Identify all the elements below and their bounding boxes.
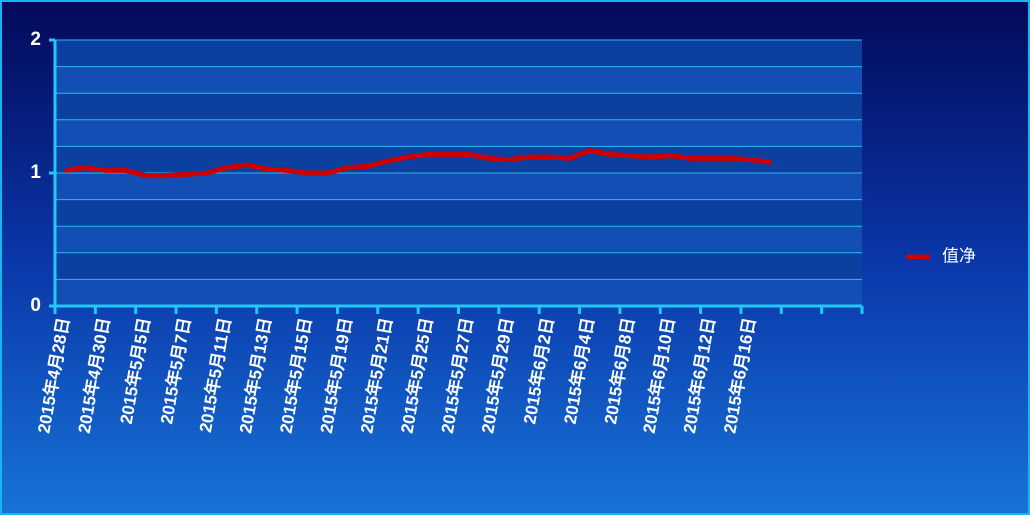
y-tick-label: 0 xyxy=(30,295,41,316)
grid-band xyxy=(55,66,862,94)
y-tick-label: 1 xyxy=(30,162,41,183)
grid-band xyxy=(55,119,862,147)
grid-band xyxy=(55,226,862,253)
series-line xyxy=(64,147,772,179)
grid-band xyxy=(55,279,862,306)
legend-label: 值净 xyxy=(942,246,976,265)
grid-band xyxy=(55,173,862,200)
y-tick-label: 2 xyxy=(30,29,41,50)
